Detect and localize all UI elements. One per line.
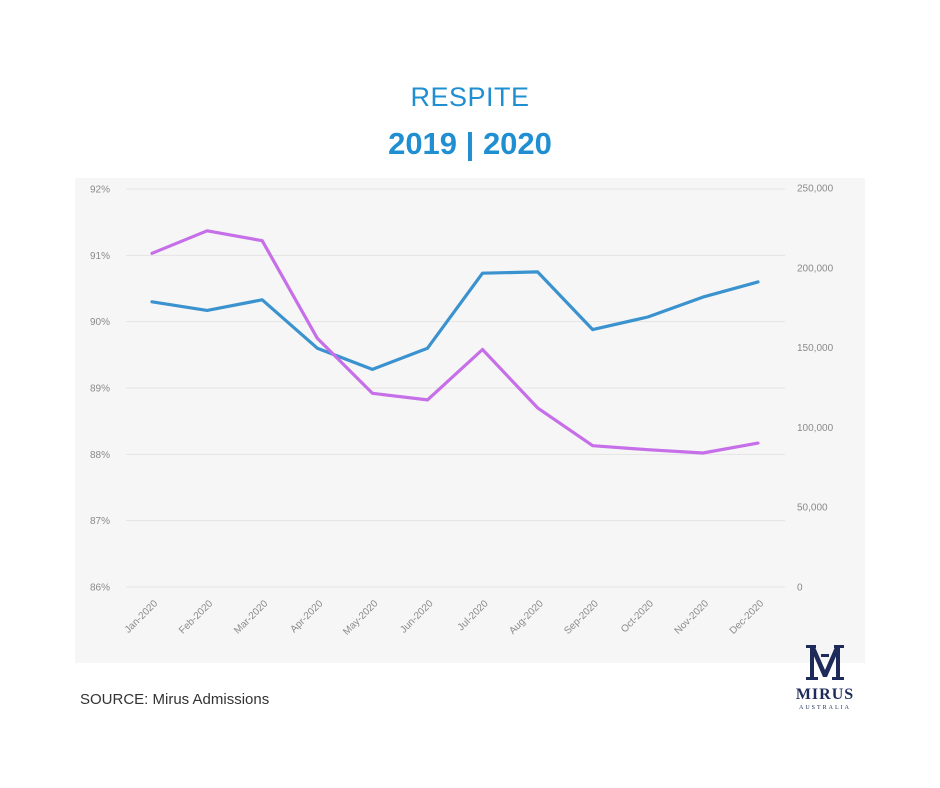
x-tick-label: Jul-2020 [456,598,491,633]
x-tick-label: Jun-2020 [398,598,436,636]
right-axis-ticks: 0 50,000 100,000 150,000 200,000 250,000 [797,184,834,594]
x-tick-label: Mar-2020 [232,598,270,636]
left-tick-label: 89% [90,384,110,395]
mirus-logo-icon [806,645,844,680]
plot-background [75,178,865,663]
x-tick-label: Sep-2020 [562,598,601,637]
left-tick-label: 88% [90,450,110,461]
chart-title: RESPITE [410,82,530,112]
x-tick-label: Dec-2020 [728,598,767,637]
right-tick-label: 150,000 [797,343,834,354]
right-tick-label: 200,000 [797,263,834,274]
x-tick-label: Aug-2020 [507,598,546,637]
right-tick-label: 250,000 [797,184,834,195]
logo-wordmark: MIRUS [795,686,855,703]
series-line-1 [150,270,760,371]
gridlines [126,188,785,588]
left-tick-label: 91% [90,251,110,262]
right-tick-label: 0 [797,583,803,594]
chart-subtitle: 2019 | 2020 [388,126,552,161]
left-tick-label: 86% [90,583,110,594]
right-tick-label: 100,000 [797,423,834,434]
series-line-2 [150,229,760,455]
left-axis-ticks: 86% 87% 88% 89% 90% 91% 92% [90,185,110,594]
x-tick-label: Feb-2020 [177,598,215,636]
right-tick-label: 50,000 [797,503,828,514]
source-note: SOURCE: Mirus Admissions [80,691,270,708]
left-tick-label: 92% [90,185,110,196]
x-tick-label: Nov-2020 [673,598,712,637]
series-lines [150,229,760,455]
x-tick-label: Jan-2020 [123,598,161,636]
logo-subtext: AUSTRALIA [799,705,851,711]
x-axis-ticks: Jan-2020 Feb-2020 Mar-2020 Apr-2020 May-2020… [123,598,767,638]
left-tick-label: 87% [90,516,110,527]
x-tick-label: May-2020 [341,598,381,638]
x-tick-label: Apr-2020 [289,598,326,635]
x-tick-label: Oct-2020 [619,598,656,635]
left-tick-label: 90% [90,317,110,328]
